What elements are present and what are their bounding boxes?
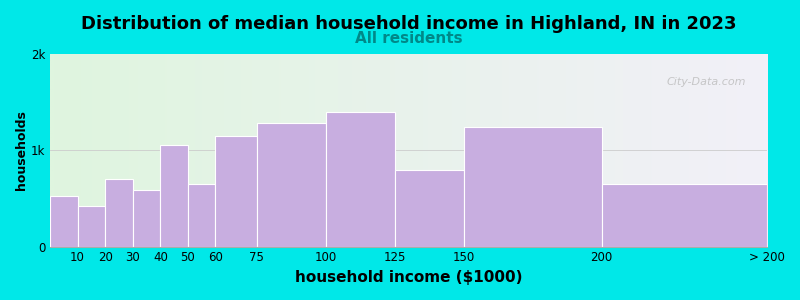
Bar bbox=[188, 184, 215, 247]
Bar bbox=[464, 127, 602, 247]
Bar bbox=[257, 123, 326, 247]
Title: Distribution of median household income in Highland, IN in 2023: Distribution of median household income … bbox=[81, 15, 736, 33]
Bar bbox=[133, 190, 160, 247]
Bar bbox=[326, 112, 394, 247]
Bar bbox=[78, 206, 105, 247]
Bar bbox=[602, 184, 767, 247]
Text: All residents: All residents bbox=[354, 31, 462, 46]
Bar bbox=[105, 179, 133, 247]
Bar bbox=[50, 196, 78, 247]
Text: City-Data.com: City-Data.com bbox=[666, 77, 746, 87]
Bar bbox=[394, 169, 464, 247]
Bar bbox=[160, 146, 188, 247]
X-axis label: household income ($1000): household income ($1000) bbox=[294, 270, 522, 285]
Bar bbox=[215, 136, 257, 247]
Y-axis label: households: households bbox=[15, 110, 28, 190]
